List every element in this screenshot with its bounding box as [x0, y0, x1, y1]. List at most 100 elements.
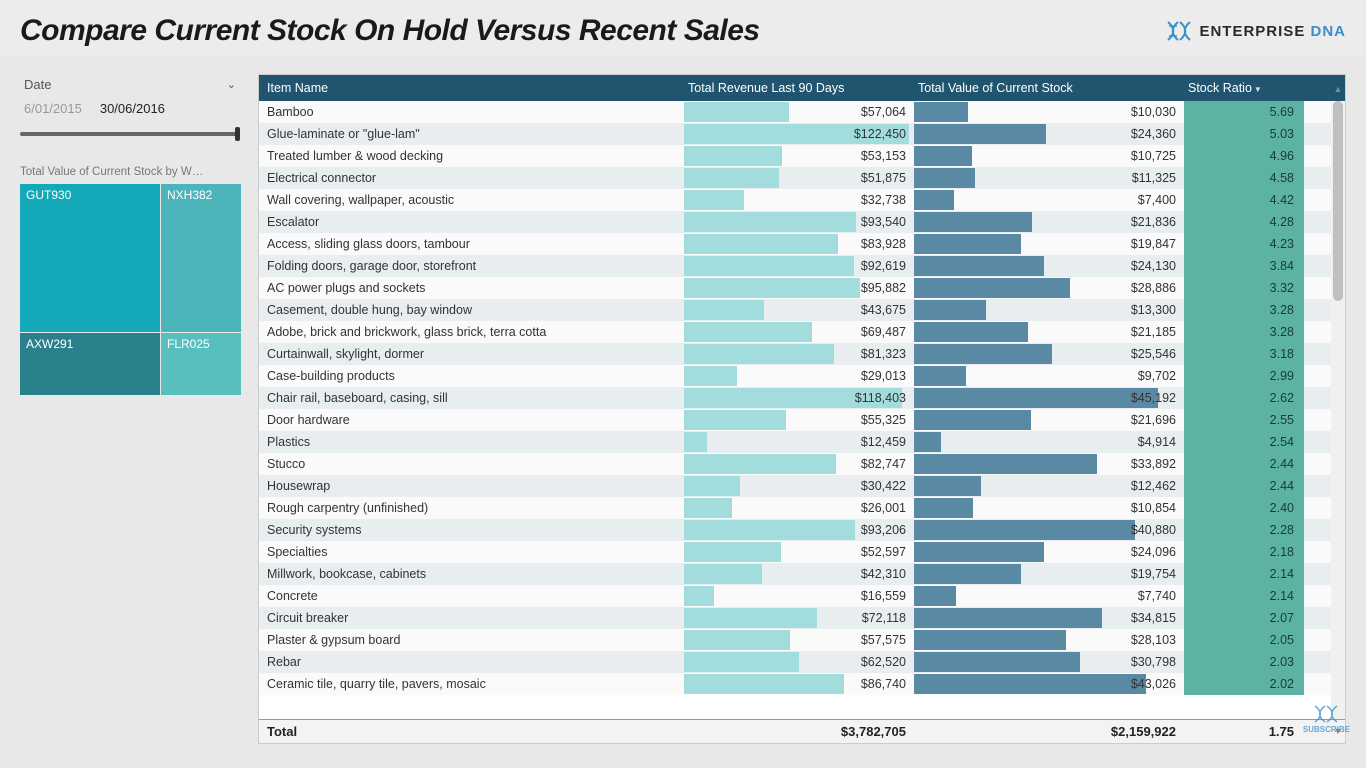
cell-stock: $28,103: [914, 629, 1184, 651]
cell-revenue: $93,540: [684, 211, 914, 233]
table-row[interactable]: Plastics$12,459$4,9142.54: [259, 431, 1345, 453]
cell-revenue: $42,310: [684, 563, 914, 585]
slicer-label: Date: [24, 77, 51, 92]
table-row[interactable]: Housewrap$30,422$12,4622.44: [259, 475, 1345, 497]
treemap-tile[interactable]: NXH382: [161, 184, 241, 332]
table-row[interactable]: Folding doors, garage door, storefront$9…: [259, 255, 1345, 277]
cell-ratio: 2.40: [1184, 497, 1304, 519]
table-row[interactable]: Treated lumber & wood decking$53,153$10,…: [259, 145, 1345, 167]
cell-item-name: Electrical connector: [259, 171, 684, 185]
treemap-visual[interactable]: GUT930NXH382AXW291FLR025: [20, 184, 240, 394]
cell-item-name: Rough carpentry (unfinished): [259, 501, 684, 515]
table-row[interactable]: Glue-laminate or "glue-lam"$122,450$24,3…: [259, 123, 1345, 145]
table-body: Bamboo$57,064$10,0305.69Glue-laminate or…: [259, 101, 1345, 719]
cell-stock: $45,192: [914, 387, 1184, 409]
cell-item-name: Wall covering, wallpaper, acoustic: [259, 193, 684, 207]
cell-ratio: 4.58: [1184, 167, 1304, 189]
slicer-thumb[interactable]: [235, 127, 240, 141]
table-row[interactable]: Rough carpentry (unfinished)$26,001$10,8…: [259, 497, 1345, 519]
table-row[interactable]: Rebar$62,520$30,7982.03: [259, 651, 1345, 673]
table-row[interactable]: Plaster & gypsum board$57,575$28,1032.05: [259, 629, 1345, 651]
col-ratio[interactable]: Stock Ratio▼: [1184, 81, 1304, 95]
cell-revenue: $52,597: [684, 541, 914, 563]
cell-revenue: $81,323: [684, 343, 914, 365]
table-row[interactable]: Escalator$93,540$21,8364.28: [259, 211, 1345, 233]
treemap-tile[interactable]: GUT930: [20, 184, 160, 332]
table-row[interactable]: Security systems$93,206$40,8802.28: [259, 519, 1345, 541]
slicer-slider[interactable]: [20, 132, 240, 136]
table-row[interactable]: Circuit breaker$72,118$34,8152.07: [259, 607, 1345, 629]
table-row[interactable]: Wall covering, wallpaper, acoustic$32,73…: [259, 189, 1345, 211]
chevron-down-icon[interactable]: ⌄: [227, 78, 236, 91]
cell-stock: $21,836: [914, 211, 1184, 233]
table-row[interactable]: Electrical connector$51,875$11,3254.58: [259, 167, 1345, 189]
cell-item-name: Door hardware: [259, 413, 684, 427]
scroll-down-icon[interactable]: ▼: [1333, 725, 1343, 737]
total-ratio: 1.75: [1184, 724, 1304, 739]
cell-ratio: 4.23: [1184, 233, 1304, 255]
total-revenue: $3,782,705: [684, 724, 914, 739]
table-row[interactable]: Access, sliding glass doors, tambour$83,…: [259, 233, 1345, 255]
slicer-start-date[interactable]: 6/01/2015: [24, 101, 82, 116]
page-title: Compare Current Stock On Hold Versus Rec…: [20, 14, 760, 48]
table-row[interactable]: Concrete$16,559$7,7402.14: [259, 585, 1345, 607]
dna-icon: [1165, 20, 1193, 42]
cell-revenue: $29,013: [684, 365, 914, 387]
cell-stock: $10,854: [914, 497, 1184, 519]
cell-stock: $24,096: [914, 541, 1184, 563]
table-row[interactable]: Specialties$52,597$24,0962.18: [259, 541, 1345, 563]
cell-ratio: 3.28: [1184, 299, 1304, 321]
col-revenue[interactable]: Total Revenue Last 90 Days: [684, 81, 914, 95]
cell-revenue: $92,619: [684, 255, 914, 277]
table-row[interactable]: Casement, double hung, bay window$43,675…: [259, 299, 1345, 321]
col-item-name[interactable]: Item Name: [259, 81, 684, 95]
table-row[interactable]: Bamboo$57,064$10,0305.69: [259, 101, 1345, 123]
table-row[interactable]: Ceramic tile, quarry tile, pavers, mosai…: [259, 673, 1345, 695]
cell-ratio: 3.84: [1184, 255, 1304, 277]
cell-ratio: 2.44: [1184, 453, 1304, 475]
table-row[interactable]: Adobe, brick and brickwork, glass brick,…: [259, 321, 1345, 343]
cell-stock: $33,892: [914, 453, 1184, 475]
cell-ratio: 2.18: [1184, 541, 1304, 563]
cell-item-name: Casement, double hung, bay window: [259, 303, 684, 317]
table-row[interactable]: Stucco$82,747$33,8922.44: [259, 453, 1345, 475]
cell-revenue: $32,738: [684, 189, 914, 211]
cell-ratio: 2.54: [1184, 431, 1304, 453]
cell-ratio: 5.03: [1184, 123, 1304, 145]
cell-item-name: Plastics: [259, 435, 684, 449]
cell-item-name: Rebar: [259, 655, 684, 669]
table-row[interactable]: AC power plugs and sockets$95,882$28,886…: [259, 277, 1345, 299]
cell-item-name: Access, sliding glass doors, tambour: [259, 237, 684, 251]
treemap-tile[interactable]: AXW291: [20, 333, 160, 395]
cell-ratio: 2.55: [1184, 409, 1304, 431]
scroll-up-icon[interactable]: ▲: [1333, 83, 1343, 95]
table-row[interactable]: Chair rail, baseboard, casing, sill$118,…: [259, 387, 1345, 409]
cell-revenue: $95,882: [684, 277, 914, 299]
table-row[interactable]: Door hardware$55,325$21,6962.55: [259, 409, 1345, 431]
scrollbar-thumb[interactable]: [1333, 101, 1343, 301]
cell-item-name: AC power plugs and sockets: [259, 281, 684, 295]
treemap-tile[interactable]: FLR025: [161, 333, 241, 395]
table-row[interactable]: Case-building products$29,013$9,7022.99: [259, 365, 1345, 387]
cell-stock: $19,754: [914, 563, 1184, 585]
slicer-end-date[interactable]: 30/06/2016: [100, 101, 165, 116]
cell-ratio: 4.28: [1184, 211, 1304, 233]
cell-item-name: Ceramic tile, quarry tile, pavers, mosai…: [259, 677, 684, 691]
scrollbar[interactable]: ▲ ▼: [1331, 101, 1345, 719]
cell-ratio: 2.14: [1184, 563, 1304, 585]
cell-ratio: 4.96: [1184, 145, 1304, 167]
cell-item-name: Treated lumber & wood decking: [259, 149, 684, 163]
cell-item-name: Concrete: [259, 589, 684, 603]
cell-stock: $10,725: [914, 145, 1184, 167]
sort-desc-icon: ▼: [1254, 85, 1262, 94]
table-row[interactable]: Curtainwall, skylight, dormer$81,323$25,…: [259, 343, 1345, 365]
cell-item-name: Circuit breaker: [259, 611, 684, 625]
cell-stock: $11,325: [914, 167, 1184, 189]
cell-stock: $24,130: [914, 255, 1184, 277]
cell-revenue: $51,875: [684, 167, 914, 189]
date-slicer[interactable]: Date ⌄ 6/01/2015 30/06/2016: [20, 74, 240, 136]
cell-item-name: Case-building products: [259, 369, 684, 383]
table-row[interactable]: Millwork, bookcase, cabinets$42,310$19,7…: [259, 563, 1345, 585]
col-stock[interactable]: Total Value of Current Stock: [914, 81, 1184, 95]
data-table[interactable]: Item Name Total Revenue Last 90 Days Tot…: [258, 74, 1346, 744]
